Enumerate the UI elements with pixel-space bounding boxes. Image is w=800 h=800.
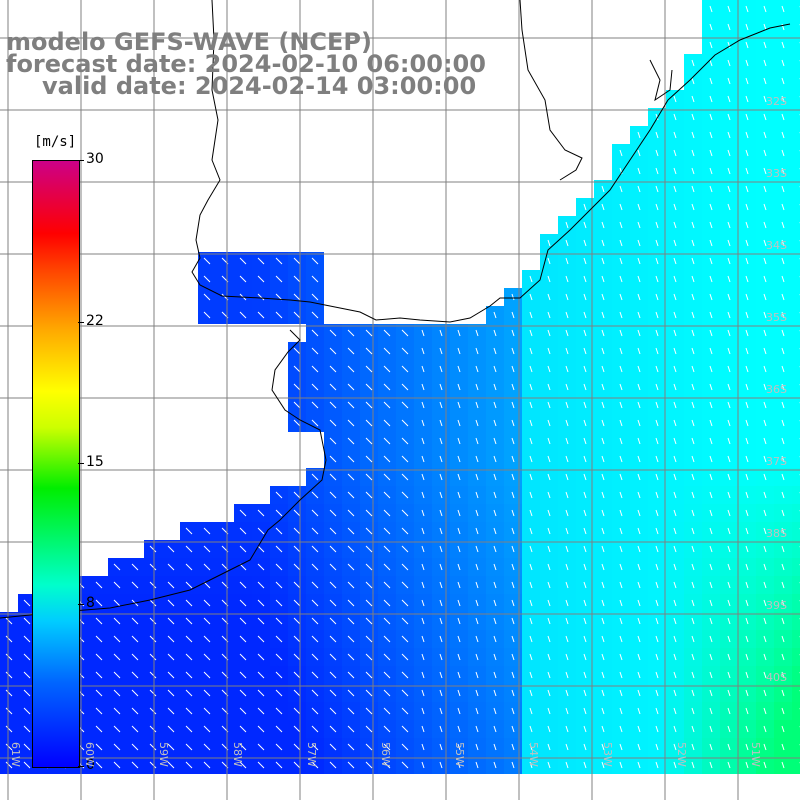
wind-speed-field — [0, 0, 800, 774]
wind-arrows — [5, 5, 800, 769]
lon-label: 52W — [675, 742, 688, 767]
lat-label: 39S — [766, 599, 787, 612]
colorbar-tick-30: 30 — [86, 151, 104, 167]
lon-label: 61W — [9, 742, 22, 767]
title-valid-date: valid date: 2024-02-14 03:00:00 — [42, 72, 477, 100]
colorbar — [32, 160, 80, 768]
lon-label: 56W — [379, 742, 392, 767]
colorbar-unit: [m/s] — [34, 134, 77, 150]
lat-label: 37S — [766, 455, 787, 468]
colorbar-tick-0: 0 — [86, 757, 95, 773]
lat-label: 34S — [766, 239, 787, 252]
lon-label: 58W — [231, 742, 244, 767]
lon-label: 53W — [601, 742, 614, 767]
lon-label: 57W — [305, 742, 318, 767]
title-model: modelo GEFS-WAVE (NCEP) — [6, 28, 372, 56]
lon-label: 51W — [749, 742, 762, 767]
title-forecast-date: forecast date: 2024-02-10 06:00:00 — [6, 50, 486, 78]
lon-label: 60W — [83, 742, 96, 767]
lon-label: 55W — [453, 742, 466, 767]
lat-label: 36S — [766, 383, 787, 396]
lon-label: 54W — [527, 742, 540, 767]
lat-label: 38S — [766, 527, 787, 540]
colorbar-tick-mark — [78, 463, 84, 464]
colorbar-tick-15: 15 — [86, 454, 104, 470]
colorbar-tick-mark — [78, 766, 84, 767]
colorbar-tick-mark — [78, 160, 84, 161]
lat-label: 32S — [766, 95, 787, 108]
lon-label: 59W — [157, 742, 170, 767]
lat-label: 40S — [766, 671, 787, 684]
colorbar-tick-mark — [78, 321, 84, 323]
colorbar-tick-8: 8 — [86, 595, 95, 612]
coastline — [0, 0, 791, 619]
colorbar-tick-22: 22 — [86, 312, 104, 329]
lat-label: 35S — [766, 311, 787, 324]
colorbar-tick-mark — [78, 604, 84, 606]
lat-label: 33S — [766, 167, 787, 180]
